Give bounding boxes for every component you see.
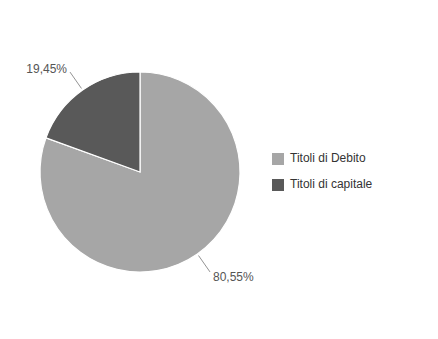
- leader-line: [199, 256, 210, 272]
- legend-label: Titoli di capitale: [290, 177, 373, 191]
- chart: 80,55% 19,45% Titoli di Debito Titoli di ca…: [0, 0, 438, 339]
- legend-label: Titoli di Debito: [290, 151, 366, 165]
- legend-swatch: [272, 179, 284, 191]
- data-labels: 80,55% 19,45%: [26, 62, 254, 284]
- legend: Titoli di Debito Titoli di capitale: [272, 151, 373, 191]
- pie-slice: [46, 72, 140, 172]
- data-label: 80,55%: [213, 270, 254, 284]
- leader-line: [70, 72, 81, 88]
- pie-slice: [40, 72, 240, 272]
- legend-item: Titoli di capitale: [272, 177, 373, 191]
- data-label: 19,45%: [26, 62, 67, 76]
- pie: [40, 72, 240, 272]
- legend-swatch: [272, 153, 284, 165]
- legend-item: Titoli di Debito: [272, 151, 366, 165]
